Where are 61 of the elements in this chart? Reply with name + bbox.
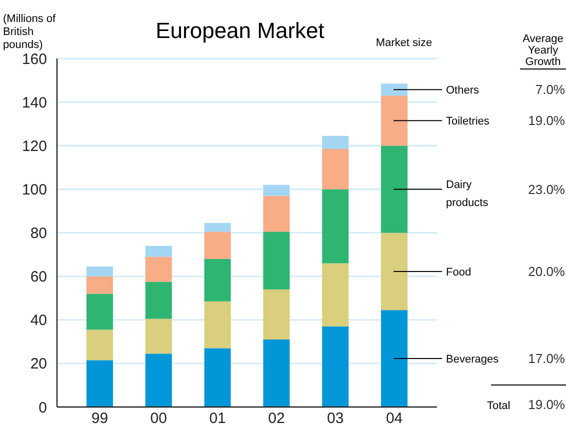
- text: Beverages: [446, 353, 500, 366]
- bar: [204, 258, 231, 302]
- y-tick-label: 60: [30, 268, 47, 286]
- x-tick-label: 00: [150, 410, 167, 427]
- bar: [322, 136, 349, 149]
- y-tick-label: 80: [30, 225, 47, 242]
- bar: [145, 246, 172, 257]
- text: Average Yearly Growth: [522, 33, 564, 68]
- text: Total: [487, 400, 510, 412]
- y-axis-title: (Millions of British pounds): [3, 13, 57, 51]
- bar: [322, 148, 349, 190]
- y-tick-label: 0: [38, 399, 47, 416]
- text: 23.0%: [528, 182, 566, 197]
- bar: [145, 256, 172, 282]
- bar: [86, 294, 113, 330]
- text: 7.0%: [535, 82, 566, 98]
- text: Food: [446, 266, 472, 278]
- text: Toiletries: [446, 116, 490, 128]
- bar: [322, 189, 349, 264]
- bar: [204, 232, 231, 259]
- y-tick-label: 40: [30, 312, 47, 330]
- bar: [263, 289, 290, 340]
- x-tick-label: 04: [386, 410, 403, 427]
- text: 19.0%: [528, 113, 566, 128]
- x-tick-label: 01: [209, 410, 226, 427]
- text: Others: [446, 84, 480, 96]
- bar: [86, 266, 113, 276]
- bar: [381, 96, 408, 146]
- y-tick-label: 140: [22, 94, 47, 112]
- bar: [381, 310, 408, 407]
- bar: [381, 146, 408, 233]
- bar: [263, 184, 290, 196]
- x-tick-label: 99: [91, 410, 108, 427]
- bar: [381, 84, 408, 96]
- x-tick-label: 03: [327, 410, 344, 427]
- bar: [145, 282, 172, 319]
- bar: [263, 339, 290, 407]
- bar: [322, 263, 349, 326]
- text: 17.0%: [528, 351, 566, 366]
- y-tick-label: 20: [30, 356, 47, 373]
- bar: [322, 326, 349, 407]
- x-tick-label: 02: [268, 410, 285, 427]
- bar: [86, 330, 113, 360]
- bar: [204, 223, 231, 232]
- bar: [263, 232, 290, 290]
- bar: [263, 196, 290, 232]
- bar: [381, 232, 408, 310]
- y-tick-label: 120: [22, 138, 47, 155]
- bar: [145, 354, 172, 407]
- text: 20.0%: [528, 264, 566, 279]
- bar: [86, 276, 113, 294]
- bar: [204, 301, 231, 348]
- bar: [86, 360, 113, 407]
- text: Market size: [376, 37, 432, 49]
- bar: [145, 318, 172, 354]
- bar: [204, 348, 231, 407]
- y-tick-label: 100: [22, 182, 47, 198]
- text: 19.0%: [528, 397, 566, 412]
- text: Dairy products: [446, 179, 489, 210]
- chart-title: European Market: [156, 18, 324, 43]
- y-tick-label: 160: [22, 50, 47, 68]
